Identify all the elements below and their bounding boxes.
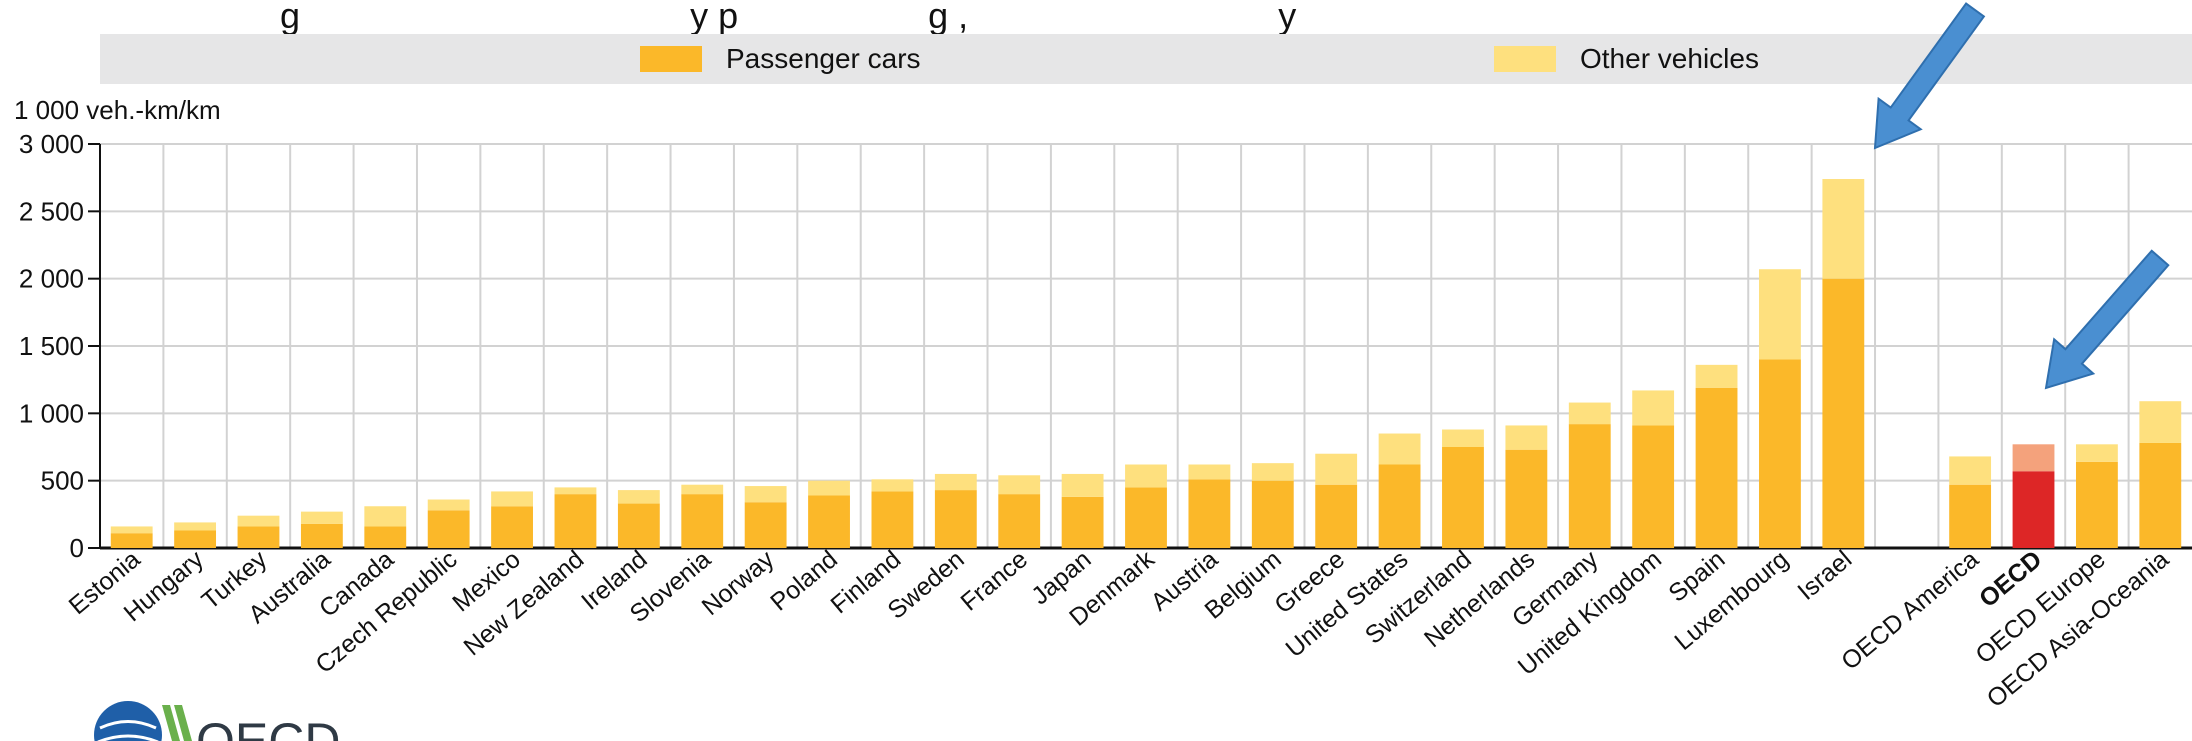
bar-passenger-cars [2012,471,2055,548]
bar-passenger-cars [1251,480,1294,548]
arrow-shape [2044,249,2170,390]
bar-passenger-cars [934,490,977,548]
bar-other-vehicles [364,506,407,527]
bar-other-vehicles [1251,463,1294,481]
bar-passenger-cars [617,503,660,548]
bar-other-vehicles [934,473,977,491]
bar-other-vehicles [1125,464,1167,488]
bar-passenger-cars [744,502,787,548]
bar-passenger-cars [1632,425,1675,548]
bar-passenger-cars [808,495,850,548]
arrow-shape [1873,2,1986,150]
bar-other-vehicles [808,480,850,496]
y-axis-ticks: 0 500 1 000 1 500 2 000 2 500 3 000 [19,129,100,563]
bar-passenger-cars [491,506,533,548]
bar-other-vehicles [427,499,470,511]
bar-passenger-cars [427,510,470,548]
x-tick-label: OECD America [1836,545,1984,675]
bars [110,179,2182,548]
x-axis-category-labels: EstoniaHungaryTurkeyAustraliaCanadaCzech… [64,545,2175,713]
bar-passenger-cars [110,533,153,548]
bar-passenger-cars [1378,464,1421,548]
bar-other-vehicles [554,487,597,495]
bar-passenger-cars [554,494,597,548]
legend-swatch-other-vehicles [1494,46,1556,72]
y-tick-label: 2 000 [19,264,84,294]
y-tick-label: 1 000 [19,398,84,428]
bar-other-vehicles [110,526,153,534]
bar-other-vehicles [1759,269,1801,360]
bar-passenger-cars [300,523,343,548]
bar-passenger-cars [2139,442,2182,548]
y-tick-label: 2 500 [19,196,84,226]
annotation-arrows [1873,2,2170,390]
bar-passenger-cars [364,526,407,548]
bar-other-vehicles [174,522,217,531]
x-tick-label: France [955,545,1033,616]
x-tick-label: Israel [1792,545,1857,606]
bar-other-vehicles [871,479,914,492]
bar-other-vehicles [1315,453,1358,485]
bar-passenger-cars [1949,484,1992,548]
oecd-logo-globe-lines [97,720,159,741]
oecd-logo-slash [162,705,192,741]
bar-passenger-cars [174,530,217,548]
bar-passenger-cars [871,491,914,548]
y-axis-unit-label: 1 000 veh.-km/km [14,95,221,125]
bar-other-vehicles [2139,401,2182,443]
bar-other-vehicles [1568,402,1611,425]
bar-other-vehicles [1949,456,1992,485]
bar-other-vehicles [998,475,1041,495]
bar-other-vehicles [2012,444,2055,472]
annotation-arrow [1873,2,1986,150]
bar-passenger-cars [2075,461,2118,548]
bar-other-vehicles [1188,464,1231,480]
y-tick-label: 1 500 [19,331,84,361]
legend-band [100,34,2192,84]
bar-passenger-cars [1759,359,1801,548]
bar-passenger-cars [1695,387,1738,548]
y-tick-label: 500 [41,466,84,496]
bar-passenger-cars [237,526,280,548]
legend-label-other-vehicles: Other vehicles [1580,43,1759,74]
oecd-logo: OECD [94,701,340,741]
bar-passenger-cars [681,494,724,548]
bar-passenger-cars [1125,487,1167,548]
bar-other-vehicles [1442,429,1484,447]
bar-passenger-cars [1568,424,1611,548]
bar-passenger-cars [1505,449,1548,548]
bar-other-vehicles [1378,433,1421,465]
bar-other-vehicles [491,491,533,507]
bar-passenger-cars [1822,278,1865,548]
bar-passenger-cars [1442,447,1484,548]
bar-other-vehicles [1505,425,1548,450]
oecd-logo-text: OECD [196,713,340,741]
legend-swatch-passenger-cars [640,46,702,72]
bar-other-vehicles [300,511,343,524]
bar-other-vehicles [1695,364,1738,388]
bar-passenger-cars [1188,479,1231,548]
bar-passenger-cars [1061,496,1104,548]
y-tick-label: 0 [70,533,84,563]
bar-other-vehicles [681,484,724,495]
chart-title-fragment: g y p g , y [280,0,1296,36]
bar-passenger-cars [998,494,1041,548]
y-tick-label: 3 000 [19,129,84,159]
bar-other-vehicles [2075,444,2118,462]
legend-label-passenger-cars: Passenger cars [726,43,921,74]
x-tick-label: Norway [697,545,780,621]
bar-other-vehicles [1061,473,1104,497]
bar-passenger-cars [1315,484,1358,548]
bar-other-vehicles [237,515,280,527]
bar-other-vehicles [1822,179,1865,279]
annotation-arrow [2044,249,2170,390]
bar-other-vehicles [1632,390,1675,426]
bar-other-vehicles [744,486,787,503]
bar-other-vehicles [617,490,660,504]
